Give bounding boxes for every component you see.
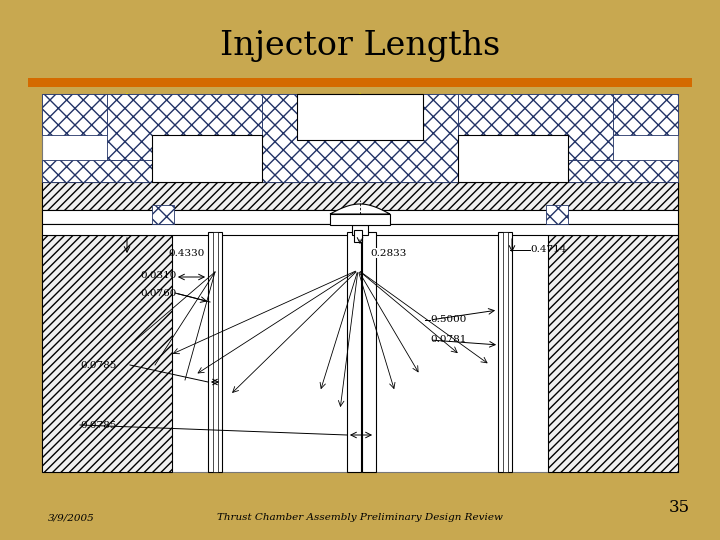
Text: Injector Lengths: Injector Lengths [220, 30, 500, 62]
Text: 0.4714: 0.4714 [530, 246, 567, 254]
Text: 3/9/2005: 3/9/2005 [48, 514, 95, 523]
Text: 0.0310: 0.0310 [140, 271, 176, 280]
Bar [152, 135, 262, 182]
Bar [347, 232, 361, 472]
Bar [42, 160, 152, 182]
Bar [42, 210, 678, 224]
Bar [152, 205, 174, 224]
Bar [354, 230, 362, 242]
Bar [458, 94, 613, 160]
Bar [498, 232, 512, 472]
Bar [107, 94, 262, 160]
Bar [330, 214, 390, 225]
Text: 0.0760: 0.0760 [140, 288, 176, 298]
Bar [28, 78, 692, 87]
Bar [213, 232, 218, 472]
Bar [503, 232, 508, 472]
Bar [568, 160, 678, 182]
Bar [262, 94, 458, 182]
Text: 0.0785: 0.0785 [80, 421, 117, 429]
Bar [362, 232, 376, 472]
Text: 0.0781: 0.0781 [430, 335, 467, 345]
Text: 0.2833: 0.2833 [370, 248, 406, 258]
Text: 35: 35 [669, 500, 690, 516]
Bar [42, 224, 678, 235]
Bar [42, 94, 678, 472]
Bar [297, 94, 423, 140]
Text: 0.4330: 0.4330 [168, 248, 204, 258]
Polygon shape [330, 204, 390, 214]
Bar [42, 235, 172, 472]
Text: Thrust Chamber Assembly Preliminary Design Review: Thrust Chamber Assembly Preliminary Desi… [217, 514, 503, 523]
Bar [42, 94, 107, 135]
Bar [613, 94, 678, 135]
Bar [208, 232, 222, 472]
Bar [548, 235, 678, 472]
Bar [546, 205, 568, 224]
Text: 0.5000: 0.5000 [430, 315, 467, 325]
Bar [42, 182, 678, 210]
Text: 0.0785: 0.0785 [80, 361, 117, 369]
Bar [352, 225, 368, 235]
Bar [458, 135, 568, 182]
